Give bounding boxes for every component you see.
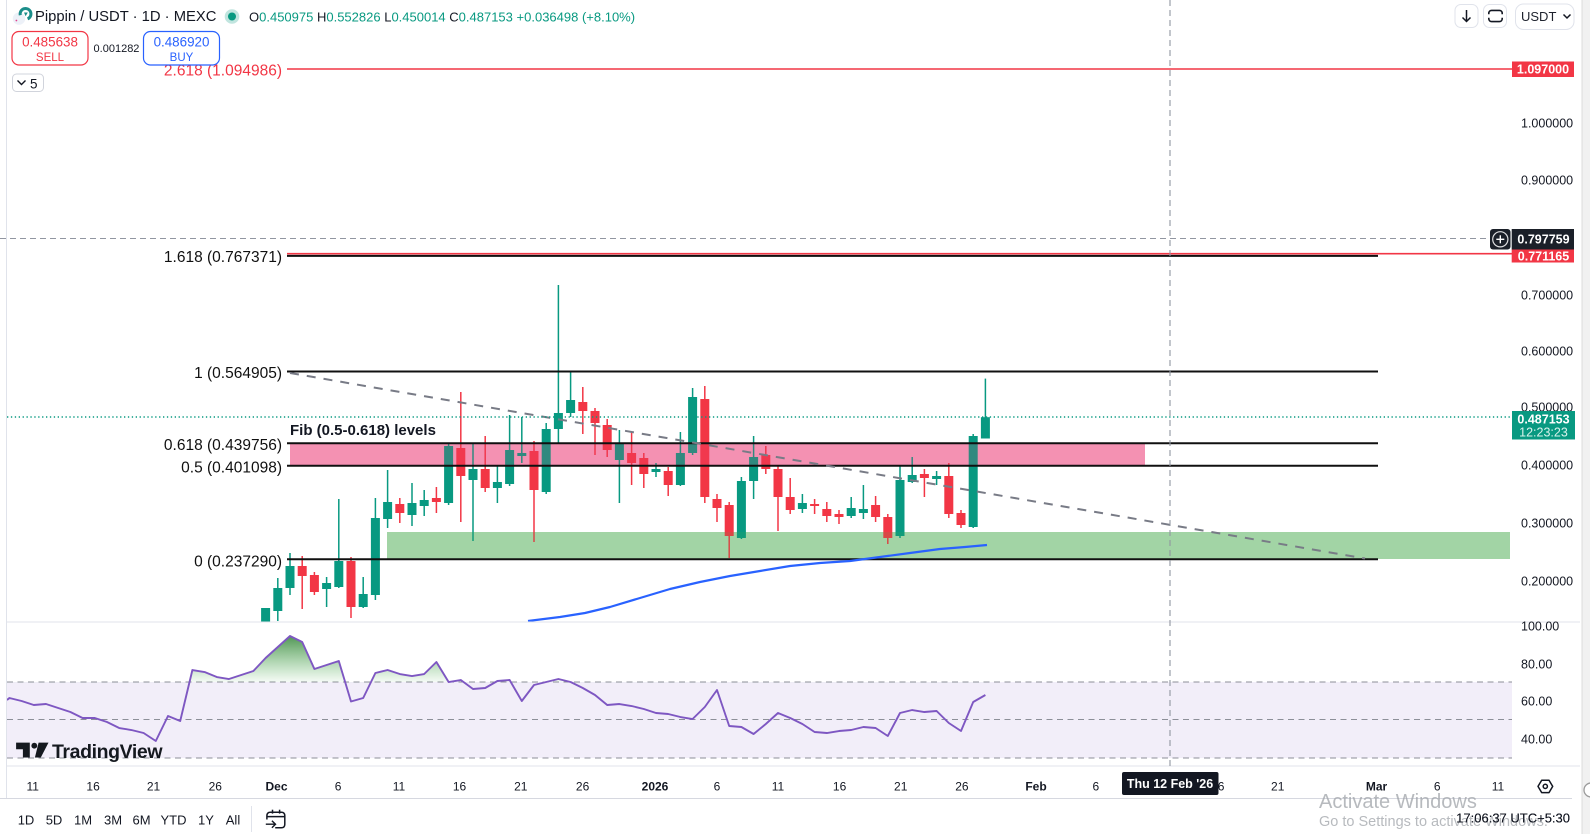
svg-text:0.600000: 0.600000 bbox=[1521, 345, 1573, 359]
svg-text:0.618 (0.439756): 0.618 (0.439756) bbox=[164, 437, 282, 454]
svg-text:0.486920: 0.486920 bbox=[154, 35, 210, 50]
svg-text:BUY: BUY bbox=[170, 52, 194, 64]
svg-text:21: 21 bbox=[147, 780, 161, 794]
svg-text:5D: 5D bbox=[46, 813, 63, 828]
svg-text:17:06:37 UTC+5:30: 17:06:37 UTC+5:30 bbox=[1456, 811, 1570, 826]
svg-text:40.00: 40.00 bbox=[1521, 733, 1552, 747]
svg-text:1.097000: 1.097000 bbox=[1517, 63, 1569, 77]
svg-text:SELL: SELL bbox=[36, 52, 65, 64]
svg-text:6: 6 bbox=[1434, 780, 1441, 794]
svg-text:1M: 1M bbox=[74, 813, 92, 828]
svg-text:YTD: YTD bbox=[161, 813, 187, 828]
svg-text:11: 11 bbox=[1492, 780, 1505, 794]
svg-text:100.00: 100.00 bbox=[1521, 620, 1559, 634]
svg-text:26: 26 bbox=[955, 780, 969, 794]
svg-text:6: 6 bbox=[1092, 780, 1099, 794]
svg-text:17:06:37 UTC+5:30: 17:06:37 UTC+5:30 bbox=[1456, 811, 1570, 826]
svg-text:12:23:23: 12:23:23 bbox=[1519, 426, 1568, 440]
svg-text:0.300000: 0.300000 bbox=[1521, 517, 1573, 531]
svg-text:Pippin / USDT · 1D · MEXC: Pippin / USDT · 1D · MEXC bbox=[35, 9, 217, 25]
svg-text:1Y: 1Y bbox=[198, 813, 214, 828]
svg-text:5: 5 bbox=[30, 77, 38, 92]
svg-text:60.00: 60.00 bbox=[1521, 695, 1552, 709]
svg-text:Feb: Feb bbox=[1025, 780, 1046, 794]
svg-text:0.700000: 0.700000 bbox=[1521, 289, 1573, 303]
svg-text:26: 26 bbox=[209, 780, 223, 794]
svg-text:Dec: Dec bbox=[265, 780, 287, 794]
svg-text:USDT: USDT bbox=[1521, 9, 1556, 24]
svg-text:11: 11 bbox=[393, 780, 406, 794]
svg-text:0.5 (0.401098): 0.5 (0.401098) bbox=[181, 460, 282, 477]
svg-text:0.900000: 0.900000 bbox=[1521, 174, 1573, 188]
svg-text:2026: 2026 bbox=[642, 780, 669, 794]
svg-text:21: 21 bbox=[514, 780, 528, 794]
svg-text:0.200000: 0.200000 bbox=[1521, 575, 1573, 589]
svg-text:1 (0.564905): 1 (0.564905) bbox=[194, 365, 282, 382]
svg-text:O0.450975 H0.552826 L0.45001: O0.450975 H0.552826 L0.450014 C0.487153 … bbox=[249, 10, 635, 25]
svg-text:TradingView: TradingView bbox=[52, 741, 163, 763]
svg-text:11: 11 bbox=[26, 780, 39, 794]
svg-text:0.487153: 0.487153 bbox=[1517, 413, 1569, 427]
svg-text:21: 21 bbox=[1271, 780, 1285, 794]
svg-text:1.618 (0.767371): 1.618 (0.767371) bbox=[164, 249, 282, 266]
svg-text:6: 6 bbox=[714, 780, 721, 794]
svg-text:Fib (0.5-0.618) levels: Fib (0.5-0.618) levels bbox=[290, 422, 436, 439]
svg-text:Thu 12 Feb '26: Thu 12 Feb '26 bbox=[1127, 777, 1213, 791]
svg-text:6: 6 bbox=[335, 780, 342, 794]
svg-text:0.797759: 0.797759 bbox=[1517, 233, 1569, 247]
svg-text:All: All bbox=[226, 813, 241, 828]
svg-text:21: 21 bbox=[894, 780, 908, 794]
svg-text:16: 16 bbox=[833, 780, 847, 794]
svg-text:1.000000: 1.000000 bbox=[1521, 117, 1573, 131]
svg-text:6M: 6M bbox=[132, 813, 150, 828]
svg-text:0.485638: 0.485638 bbox=[22, 35, 78, 50]
svg-text:1D: 1D bbox=[18, 813, 35, 828]
svg-text:16: 16 bbox=[86, 780, 100, 794]
svg-text:80.00: 80.00 bbox=[1521, 658, 1552, 672]
svg-text:11: 11 bbox=[772, 780, 785, 794]
svg-text:0 (0.237290): 0 (0.237290) bbox=[194, 554, 282, 571]
svg-text:3M: 3M bbox=[104, 813, 122, 828]
svg-text:0.400000: 0.400000 bbox=[1521, 459, 1573, 473]
svg-text:Activate Windows: Activate Windows bbox=[1319, 791, 1477, 813]
svg-text:Go to Settings to activate Win: Go to Settings to activate Windows. bbox=[1319, 814, 1548, 830]
svg-text:Mar: Mar bbox=[1366, 780, 1388, 794]
svg-text:0.001282: 0.001282 bbox=[94, 43, 140, 55]
svg-text:2.618 (1.094986): 2.618 (1.094986) bbox=[164, 63, 282, 80]
svg-text:26: 26 bbox=[576, 780, 590, 794]
svg-text:16: 16 bbox=[453, 780, 467, 794]
svg-text:0.771165: 0.771165 bbox=[1518, 249, 1569, 263]
